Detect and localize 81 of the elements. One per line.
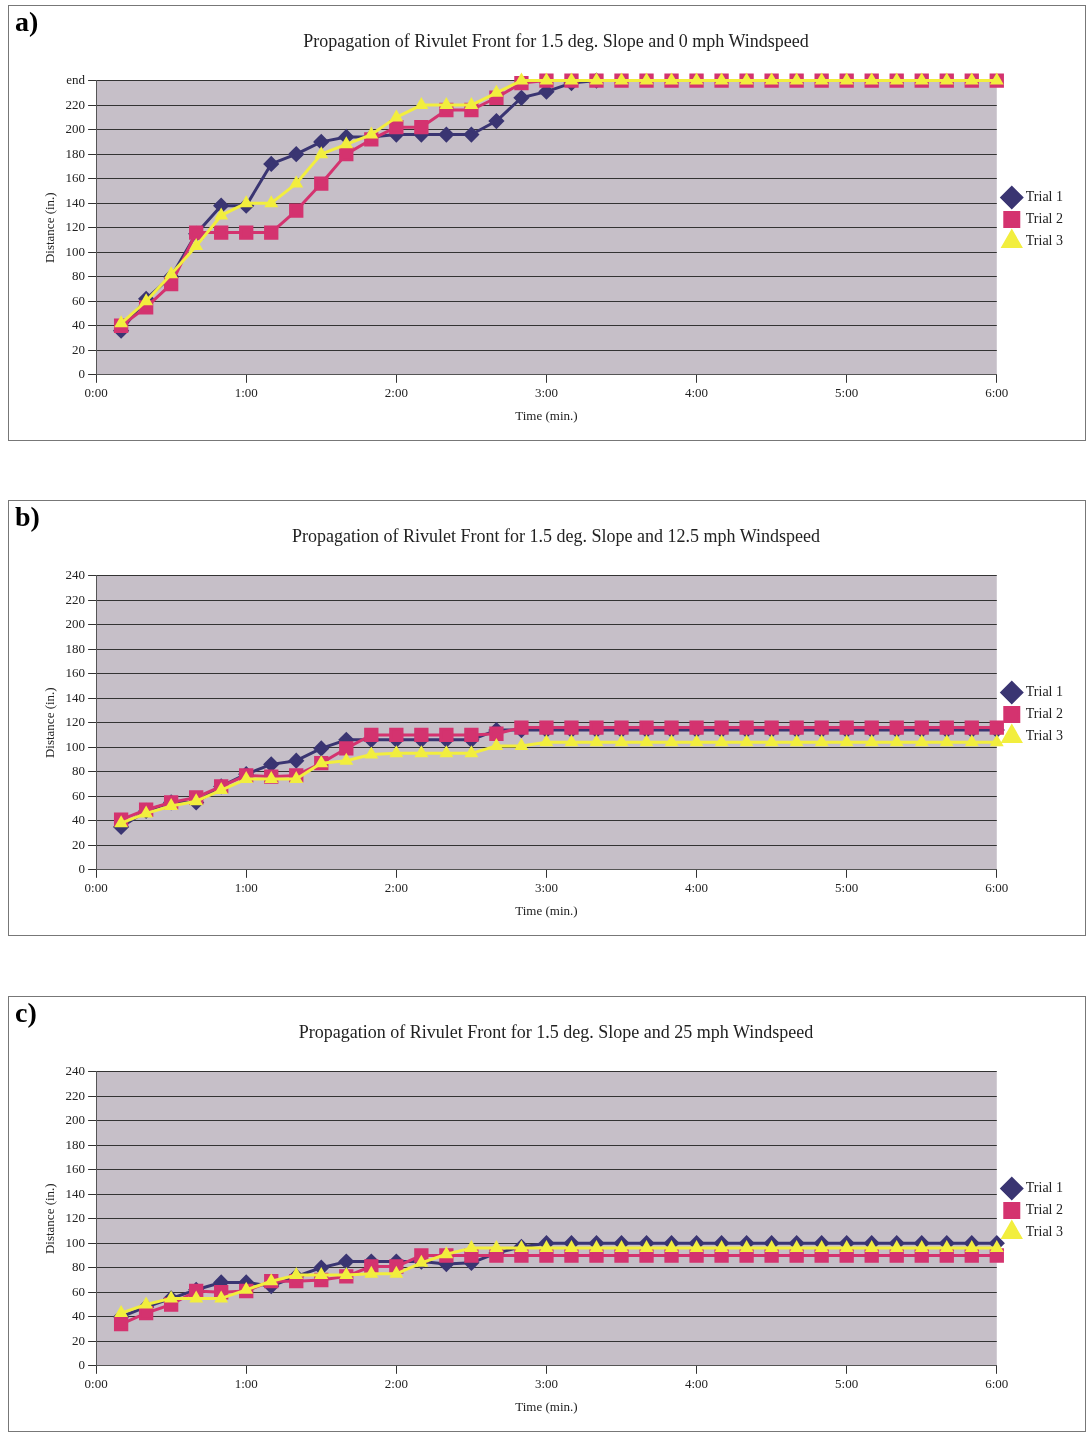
y-tick-label: 200 bbox=[65, 121, 86, 137]
x-tick-label: 3:00 bbox=[534, 1376, 559, 1392]
legend-label: Trial 1 bbox=[1025, 684, 1063, 700]
y-tick-label: 200 bbox=[65, 616, 86, 632]
y-axis-title: Distance (in.) bbox=[42, 687, 58, 759]
y-tick-label: 240 bbox=[65, 567, 86, 583]
legend-label: Trial 1 bbox=[1025, 1180, 1063, 1196]
y-tick-label: 100 bbox=[65, 243, 86, 259]
y-tick-label: 220 bbox=[65, 1087, 86, 1103]
y-tick-label: 200 bbox=[65, 1112, 86, 1128]
x-tick-label: 6:00 bbox=[985, 385, 1009, 401]
y-tick-label: 100 bbox=[65, 1234, 86, 1250]
chart-title: Propagation of Rivulet Front for 1.5 deg. Slope and 0 mph Windspeed bbox=[303, 30, 809, 51]
y-tick-label: 20 bbox=[72, 341, 86, 357]
y-tick-label: end bbox=[66, 72, 86, 88]
y-axis-title: Distance (in.) bbox=[42, 1183, 58, 1255]
x-tick-label: 6:00 bbox=[985, 1376, 1009, 1392]
y-tick-label: 180 bbox=[65, 1136, 86, 1152]
x-tick-label: 5:00 bbox=[835, 880, 859, 896]
x-tick-label: 3:00 bbox=[534, 385, 559, 401]
y-tick-label: 140 bbox=[65, 194, 86, 210]
chart-title: Propagation of Rivulet Front for 1.5 deg. Slope and 12.5 mph Windspeed bbox=[292, 525, 820, 546]
x-tick-label: 5:00 bbox=[835, 1376, 859, 1392]
y-tick-label: 160 bbox=[65, 665, 86, 681]
y-tick-label: 180 bbox=[65, 145, 86, 161]
legend-label: Trial 3 bbox=[1025, 233, 1063, 249]
y-tick-label: 60 bbox=[72, 1283, 86, 1299]
x-axis-title: Time (min.) bbox=[515, 902, 578, 918]
y-tick-label: 240 bbox=[65, 1063, 86, 1079]
x-tick-label: 2:00 bbox=[384, 385, 408, 401]
legend-label: Trial 1 bbox=[1025, 189, 1063, 205]
y-tick-label: 0 bbox=[78, 861, 86, 877]
x-tick-label: 2:00 bbox=[384, 880, 408, 896]
x-tick-label: 3:00 bbox=[534, 880, 559, 896]
y-tick-label: 160 bbox=[65, 1161, 86, 1177]
y-tick-label: 100 bbox=[65, 738, 86, 754]
y-tick-label: 120 bbox=[65, 1210, 86, 1226]
x-tick-label: 0:00 bbox=[84, 385, 108, 401]
y-tick-label: 60 bbox=[72, 787, 86, 803]
chart-title: Propagation of Rivulet Front for 1.5 deg. Slope and 25 mph Windspeed bbox=[298, 1021, 814, 1042]
legend-label: Trial 3 bbox=[1025, 728, 1063, 744]
y-tick-label: 80 bbox=[72, 1259, 86, 1275]
legend-label: Trial 3 bbox=[1025, 1224, 1063, 1240]
x-tick-label: 4:00 bbox=[684, 1376, 709, 1392]
legend-label: Trial 2 bbox=[1025, 1202, 1063, 1218]
text: c) bbox=[15, 997, 37, 1029]
legend-label: Trial 2 bbox=[1025, 211, 1063, 227]
y-tick-label: 120 bbox=[65, 714, 86, 730]
y-tick-label: 120 bbox=[65, 219, 86, 235]
y-tick-label: 140 bbox=[65, 689, 86, 705]
x-tick-label: 2:00 bbox=[384, 1376, 408, 1392]
x-tick-label: 1:00 bbox=[234, 385, 258, 401]
x-tick-label: 6:00 bbox=[985, 880, 1009, 896]
x-axis-title: Time (min.) bbox=[515, 407, 578, 423]
y-tick-label: 40 bbox=[72, 1308, 86, 1324]
y-tick-label: 220 bbox=[65, 591, 86, 607]
x-tick-label: 1:00 bbox=[234, 1376, 258, 1392]
x-axis-title: Time (min.) bbox=[515, 1398, 578, 1414]
y-tick-label: 80 bbox=[72, 763, 86, 779]
legend-label: Trial 2 bbox=[1025, 706, 1063, 722]
text: a) bbox=[15, 6, 39, 38]
x-tick-label: 4:00 bbox=[684, 385, 709, 401]
y-tick-label: 40 bbox=[72, 317, 86, 333]
y-tick-label: 180 bbox=[65, 640, 86, 656]
y-tick-label: 220 bbox=[65, 96, 86, 112]
y-tick-label: 0 bbox=[78, 366, 86, 382]
y-tick-label: 140 bbox=[65, 1185, 86, 1201]
y-tick-label: 40 bbox=[72, 812, 86, 828]
x-tick-label: 1:00 bbox=[234, 880, 258, 896]
y-tick-label: 80 bbox=[72, 268, 86, 284]
text: b) bbox=[15, 501, 40, 533]
x-tick-label: 5:00 bbox=[835, 385, 859, 401]
y-tick-label: 20 bbox=[72, 1332, 86, 1348]
x-tick-label: 4:00 bbox=[684, 880, 709, 896]
y-axis-title: Distance (in.) bbox=[42, 192, 58, 264]
x-tick-label: 0:00 bbox=[84, 1376, 108, 1392]
x-tick-label: 0:00 bbox=[84, 880, 108, 896]
y-tick-label: 0 bbox=[78, 1357, 86, 1373]
y-tick-label: 60 bbox=[72, 292, 86, 308]
y-tick-label: 20 bbox=[72, 836, 86, 852]
y-tick-label: 160 bbox=[65, 170, 86, 186]
